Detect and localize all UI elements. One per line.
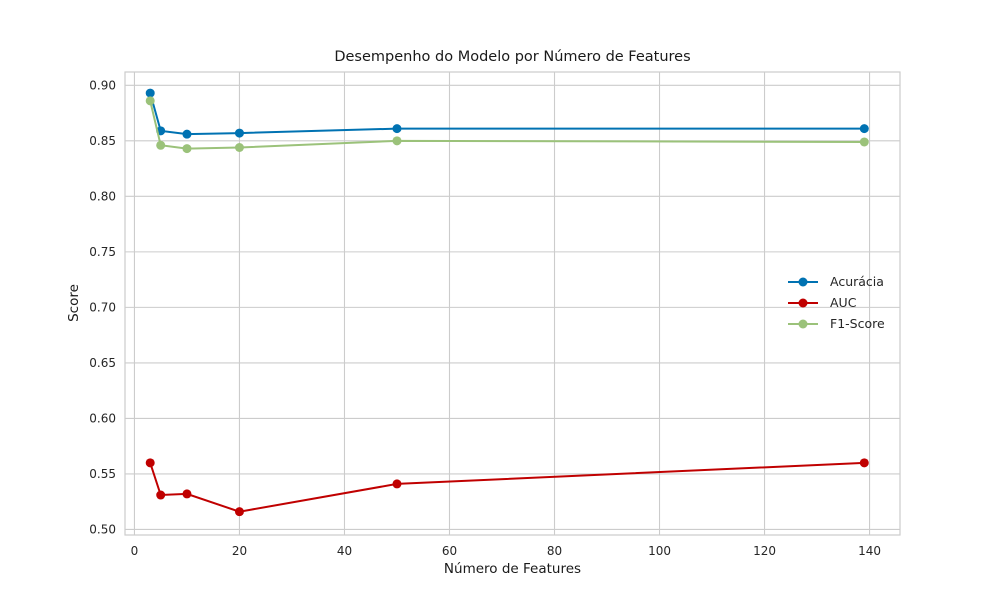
data-point-f1-score (392, 136, 402, 146)
x-tick-label: 20 (232, 544, 247, 558)
legend-item-auc: AUC (786, 292, 885, 313)
data-point-auc (145, 458, 155, 468)
data-point-acuracia (145, 88, 155, 98)
legend: Acurácia AUC F1-Score (786, 271, 885, 334)
legend-label-f1-score: F1-Score (830, 316, 885, 331)
data-point-f1-score (156, 140, 166, 150)
legend-marker-acuracia (788, 277, 818, 286)
data-point-acuracia (392, 124, 402, 134)
x-tick-label: 60 (442, 544, 457, 558)
x-tick-label: 40 (337, 544, 352, 558)
legend-label-acuracia: Acurácia (830, 274, 884, 289)
x-tick-label: 120 (753, 544, 776, 558)
data-point-auc (156, 490, 166, 500)
y-tick-labels: 0.50 0.55 0.60 0.65 0.70 0.75 0.80 0.85 0.90 (89, 78, 116, 536)
data-point-acuracia (234, 128, 244, 138)
data-point-acuracia (182, 129, 192, 139)
y-tick-label: 0.75 (89, 245, 116, 259)
data-point-f1-score (859, 137, 869, 147)
data-point-f1-score (145, 96, 155, 106)
series-group (145, 88, 869, 517)
y-axis-label: Score (66, 284, 82, 322)
x-tick-label: 80 (547, 544, 562, 558)
legend-label-auc: AUC (830, 295, 857, 310)
y-tick-label: 0.80 (89, 189, 116, 203)
y-tick-label: 0.65 (89, 356, 116, 370)
data-point-auc (392, 479, 402, 489)
chart-title: Desempenho do Modelo por Número de Featu… (334, 49, 691, 65)
x-tick-label: 0 (131, 544, 139, 558)
y-tick-label: 0.85 (89, 134, 116, 148)
data-point-acuracia (859, 124, 869, 134)
plot-area (124, 71, 901, 536)
y-tick-label: 0.70 (89, 300, 116, 314)
data-point-auc (182, 489, 192, 499)
y-tick-label: 0.50 (89, 522, 116, 536)
data-point-f1-score (182, 144, 192, 154)
series-line-auc (149, 461, 865, 513)
data-point-auc (234, 507, 244, 517)
legend-item-f1-score: F1-Score (786, 313, 885, 334)
data-point-auc (859, 458, 869, 468)
grid-lines (125, 72, 900, 535)
series-line-f1-score (149, 100, 865, 150)
x-axis-label: Número de Features (443, 561, 582, 577)
series-line-acuracia (149, 92, 865, 136)
legend-marker-f1-score (788, 319, 818, 328)
x-tick-labels: 0 20 40 60 80 100 120 140 (131, 544, 881, 558)
legend-item-acuracia: Acurácia (786, 271, 885, 292)
y-tick-label: 0.90 (89, 78, 116, 92)
y-tick-label: 0.55 (89, 467, 116, 481)
x-tick-label: 140 (858, 544, 881, 558)
y-tick-label: 0.60 (89, 411, 116, 425)
x-tick-label: 100 (648, 544, 671, 558)
data-point-f1-score (234, 143, 244, 153)
legend-marker-auc (788, 298, 818, 307)
